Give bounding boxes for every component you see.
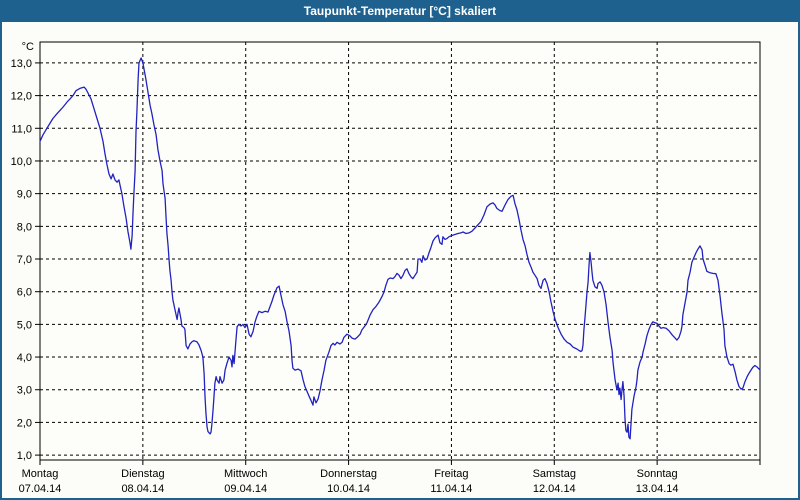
day-name-label: Samstag <box>533 468 576 480</box>
day-name-label: Donnerstag <box>320 468 377 480</box>
y-tick-label: 3,0 <box>17 385 32 397</box>
day-date-label: 07.04.14 <box>19 483 62 495</box>
y-tick-label: 10,0 <box>11 156 32 168</box>
y-tick-label: 8,0 <box>17 221 32 233</box>
day-date-label: 09.04.14 <box>224 483 267 495</box>
day-name-label: Mittwoch <box>224 468 267 480</box>
day-name-label: Freitag <box>434 468 468 480</box>
y-axis-unit-label: °C <box>22 41 34 53</box>
y-tick-label: 5,0 <box>17 319 32 331</box>
window-titlebar: Taupunkt-Temperatur [°C] skaliert <box>0 0 800 22</box>
series-polyline <box>39 57 761 440</box>
day-date-label: 10.04.14 <box>327 483 370 495</box>
day-date-label: 08.04.14 <box>121 483 164 495</box>
y-tick-label: 11,0 <box>11 123 32 135</box>
line-chart: 1,0 2,0 3,0 4,0 5,0 6,0 7,0 8,0 9,0 10,0 11,0 12,0 1… <box>11 41 761 495</box>
y-tick-label: 1,0 <box>17 450 32 462</box>
chart-area: 1,0 2,0 3,0 4,0 5,0 6,0 7,0 8,0 9,0 10,0 11,0 12,0 1… <box>2 22 798 498</box>
day-name-label: Montag <box>22 468 59 480</box>
day-date-label: 13.04.14 <box>636 483 679 495</box>
day-date-label: 11.04.14 <box>430 483 472 495</box>
window-title: Taupunkt-Temperatur [°C] skaliert <box>303 4 497 18</box>
y-tick-label: 13,0 <box>11 58 32 70</box>
y-tick-label: 9,0 <box>17 189 32 201</box>
plot-background <box>40 42 760 460</box>
y-tick-label: 12,0 <box>11 91 32 103</box>
y-tick-label: 2,0 <box>17 417 32 429</box>
day-name-label: Dienstag <box>121 468 164 480</box>
day-date-label: 12.04.14 <box>533 483 576 495</box>
y-tick-label: 4,0 <box>17 352 32 364</box>
day-name-label: Sonntag <box>637 468 678 480</box>
y-tick-label: 6,0 <box>17 287 32 299</box>
plot-border <box>39 41 761 461</box>
y-tick-label: 7,0 <box>17 254 32 266</box>
